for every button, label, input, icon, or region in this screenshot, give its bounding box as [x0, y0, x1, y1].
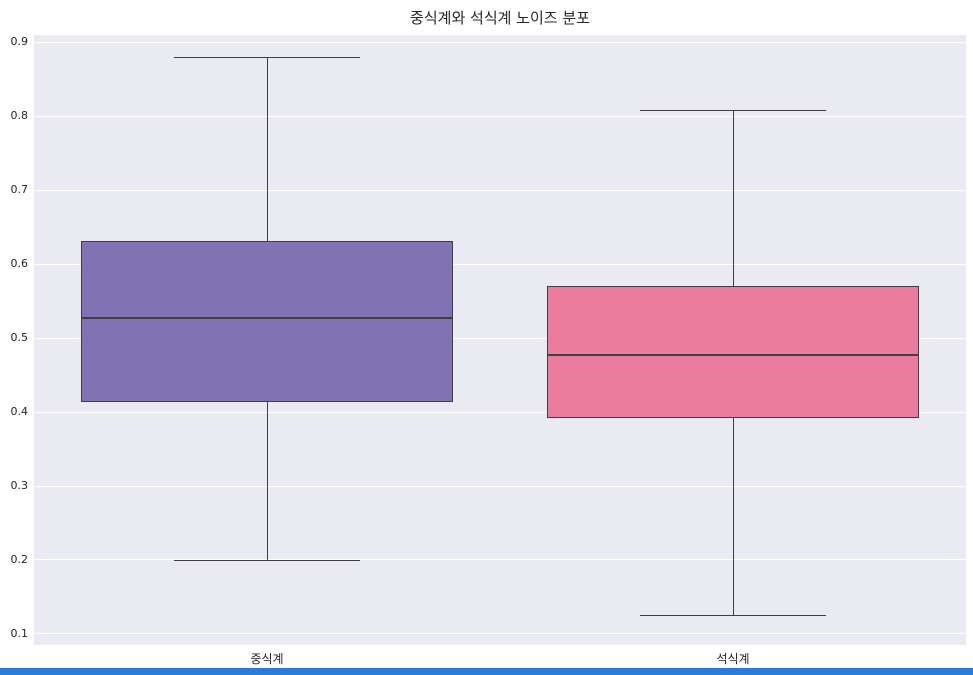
lower-whisker	[266, 402, 268, 561]
gridline	[34, 337, 966, 339]
gridline	[34, 633, 966, 635]
plot-area	[34, 35, 966, 645]
y-tick-label: 0.4	[10, 405, 29, 419]
median-line	[546, 354, 920, 356]
y-tick-label: 0.5	[10, 331, 29, 345]
lower-whisker	[732, 418, 734, 616]
lower-cap	[639, 614, 827, 616]
y-tick-label: 0.2	[10, 552, 29, 566]
y-tick-label: 0.9	[10, 35, 29, 49]
y-tick-label: 0.3	[10, 479, 29, 493]
upper-cap	[639, 109, 827, 111]
x-tick-label: 중식계	[250, 652, 284, 666]
gridline	[34, 485, 966, 487]
upper-whisker	[266, 57, 268, 241]
box-lunch	[80, 240, 454, 403]
bottom-window-edge	[0, 668, 973, 675]
x-tick-label: 석식계	[716, 652, 750, 666]
gridline	[34, 115, 966, 117]
median-line	[80, 317, 454, 319]
gridline	[34, 41, 966, 43]
y-tick-label: 0.1	[10, 626, 29, 640]
gridline	[34, 189, 966, 191]
lower-cap	[173, 560, 361, 562]
gridline	[34, 559, 966, 561]
y-tick-label: 0.7	[10, 183, 29, 197]
y-tick-label: 0.8	[10, 109, 29, 123]
gridline	[34, 263, 966, 265]
gridline	[34, 411, 966, 413]
chart-title: 중식계와 석식계 노이즈 분포	[410, 9, 590, 27]
y-tick-label: 0.6	[10, 257, 29, 271]
box-dinner	[546, 286, 920, 418]
upper-whisker	[732, 110, 734, 287]
upper-cap	[173, 57, 361, 59]
